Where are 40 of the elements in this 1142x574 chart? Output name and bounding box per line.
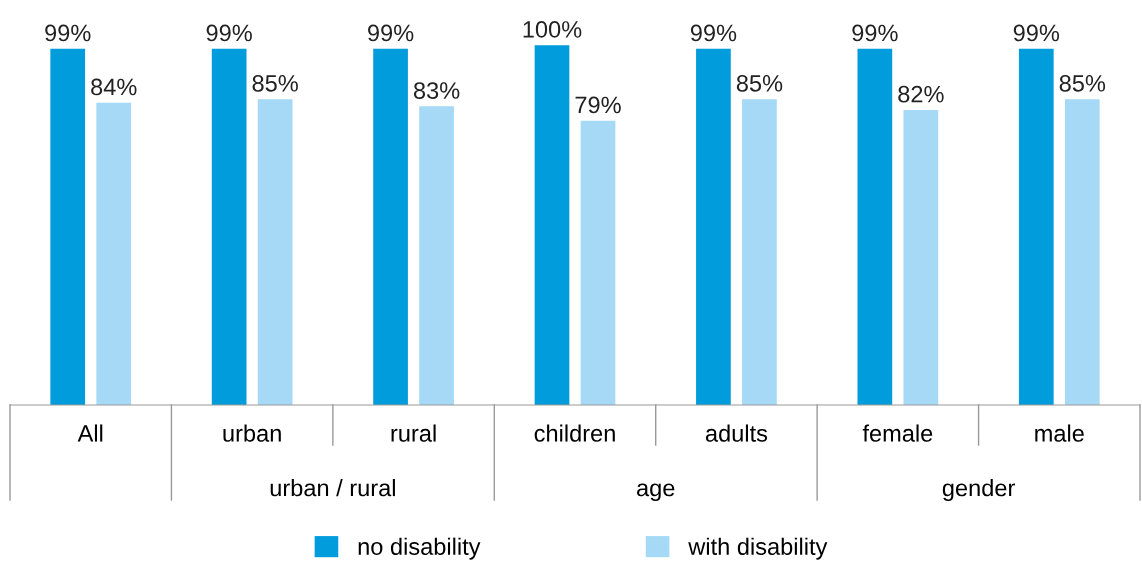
text: urban / rural: [270, 478, 395, 497]
bar: [1064, 99, 1100, 405]
data-label: 85%: [1059, 74, 1106, 92]
bar: [419, 106, 454, 405]
data-label: 84%: [91, 78, 137, 96]
bar: [1018, 48, 1054, 405]
bar: [742, 99, 777, 405]
data-label: 83%: [413, 82, 460, 99]
bar: [50, 48, 86, 405]
data-label: 99%: [1013, 24, 1060, 42]
bar: [96, 102, 132, 405]
bar: [903, 109, 939, 405]
data-label: 85%: [252, 74, 298, 92]
bar: [580, 120, 616, 405]
data-label: 79%: [575, 96, 621, 114]
bar: [696, 48, 731, 405]
data-label: 99%: [368, 24, 414, 42]
data-label: 100%: [523, 21, 582, 38]
data-label: 82%: [898, 85, 944, 103]
data-label: 99%: [690, 24, 737, 42]
x-tick-label: rural: [391, 424, 436, 442]
data-label: 99%: [45, 24, 91, 42]
x-tick-label: female: [862, 424, 933, 442]
legend-label: with disability: [688, 537, 828, 560]
bar: [857, 48, 893, 405]
bar: [534, 45, 570, 405]
data-label: 99%: [206, 24, 252, 42]
bar: [211, 48, 247, 405]
data-label: 99%: [852, 24, 898, 42]
text: age: [637, 483, 675, 502]
x-tick-label: male: [1035, 424, 1084, 442]
bar: [373, 48, 408, 405]
bar: [257, 99, 293, 405]
legend-label: no disability: [358, 537, 481, 560]
text: gender: [942, 478, 1015, 502]
x-tick-label: urban: [223, 424, 281, 442]
data-label: 85%: [736, 74, 783, 92]
x-tick-label: children: [534, 424, 615, 442]
x-tick-label: adults: [705, 424, 768, 442]
x-tick-label: All: [77, 424, 103, 442]
